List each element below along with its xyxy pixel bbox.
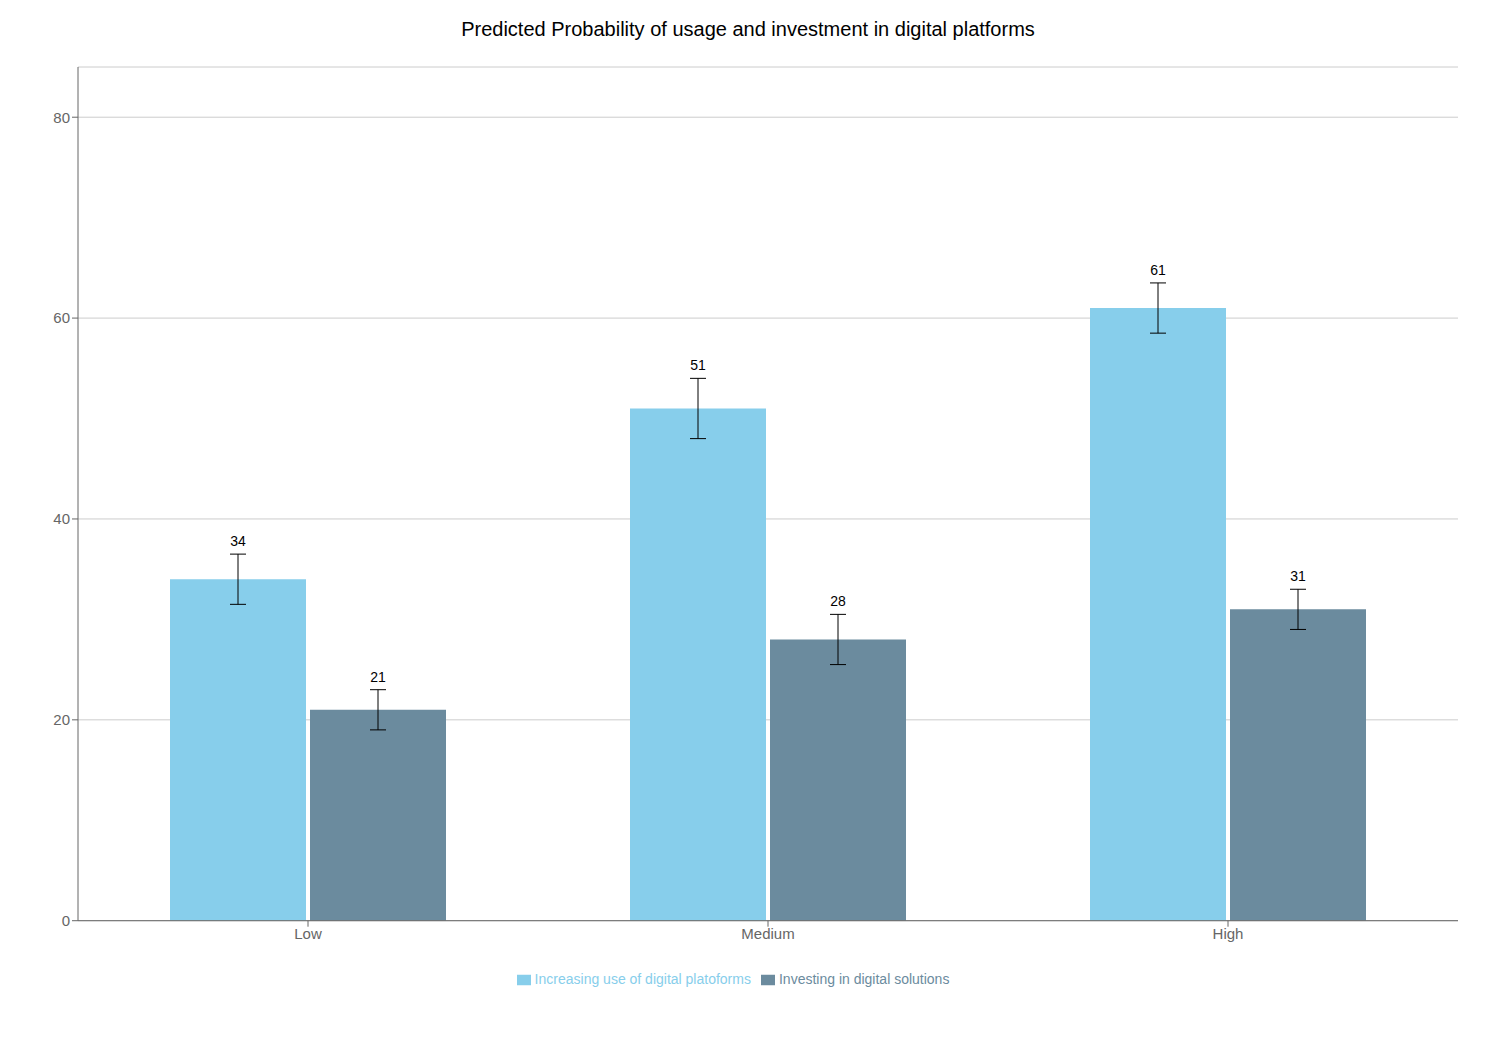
html-text:Predicted Probability of usage: Predicted Probability of usage and inves… [461, 18, 1035, 40]
html-text:Increasing use of digital plat: Increasing use of digital platoforms [534, 970, 751, 987]
html-text:Investing in digital solutions: Investing in digital solutions [779, 970, 950, 987]
svg-text:80: 80 [53, 109, 70, 126]
svg-text:0: 0 [62, 912, 70, 929]
svg-text:Low: Low [294, 925, 322, 942]
svg-text:Medium: Medium [741, 925, 794, 942]
svg-text:51: 51 [690, 357, 706, 373]
svg-text:21: 21 [370, 669, 386, 685]
svg-text:31: 31 [1290, 568, 1306, 584]
svg-text:40: 40 [53, 510, 70, 527]
svg-text:61: 61 [1150, 262, 1166, 278]
svg-text:20: 20 [53, 711, 70, 728]
svg-text:28: 28 [830, 593, 846, 609]
svg-text:34: 34 [230, 533, 246, 549]
svg-text:High: High [1213, 925, 1244, 942]
svg-text:60: 60 [53, 309, 70, 326]
